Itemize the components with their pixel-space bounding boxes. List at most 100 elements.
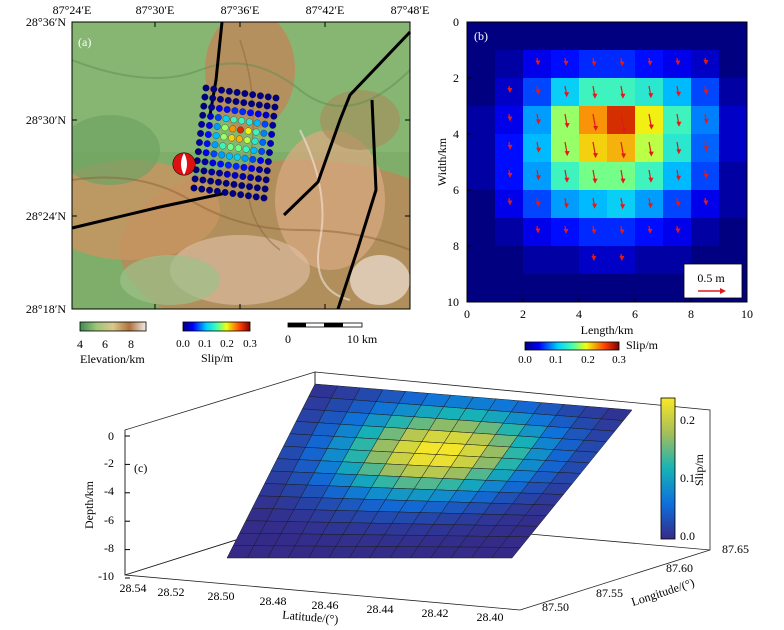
slip-arrow-head — [592, 93, 598, 99]
fault-slip-point — [217, 95, 224, 103]
z-tick: -8 — [104, 541, 114, 555]
terrain-map — [72, 22, 410, 309]
slip-arrow-head — [647, 228, 653, 234]
heatmap-cell — [467, 162, 496, 191]
lat-tick: 28.42 — [422, 606, 449, 620]
fault-slip-point — [203, 140, 211, 148]
fault-slip-point — [271, 103, 279, 111]
fault-slip-point — [233, 153, 241, 161]
heatmap-cell — [579, 274, 608, 303]
map-slip-tick: 0.3 — [243, 338, 257, 350]
slip-arrow-head — [593, 126, 599, 132]
fault-slip-point — [230, 116, 238, 124]
heatmap-cell — [635, 162, 664, 191]
lat-tick: 28.46 — [312, 598, 339, 612]
lon-tick: 87.50 — [542, 600, 569, 614]
surface-colorbar-tick: 0.1 — [680, 471, 695, 485]
fault-slip-point — [238, 117, 246, 125]
fault-slip-point — [219, 142, 227, 150]
heatmap-x-tick: 10 — [741, 307, 753, 321]
fault-slip-point — [196, 139, 203, 146]
fault-slip-point — [237, 126, 244, 134]
fault-slip-point — [234, 144, 242, 152]
heatmap-cell — [579, 162, 608, 191]
fault-slip-point — [232, 98, 240, 105]
fault-slip-point — [257, 157, 265, 164]
fault-slip-point — [256, 92, 264, 100]
fault-slip-point — [217, 160, 225, 168]
slip-arrow-head — [619, 255, 625, 261]
slip-arrow-head — [507, 116, 513, 122]
fault-slip-point — [266, 149, 273, 156]
fault-slip-point — [268, 130, 276, 138]
fault-slip-point — [225, 87, 233, 95]
fault-slip-point — [251, 137, 259, 145]
heatmap-cell — [523, 246, 552, 275]
arrow-scale-legend — [683, 263, 743, 299]
heatmap-cell — [551, 246, 580, 275]
heatmap-ylabel: Width/km — [435, 137, 449, 186]
surface-colorbar-tick: 0.2 — [680, 413, 695, 427]
slip-arrow-head — [676, 149, 682, 155]
heatmap-colorbar-tick: 0.1 — [549, 354, 563, 366]
fault-slip-point — [211, 141, 219, 149]
lon-tick: 87.60 — [666, 561, 693, 575]
panel-a: 87°24′E 87°30′E 87°36′E 87°42′E 87°48′E 28°36… — [26, 3, 429, 366]
slip-arrow-head — [675, 201, 681, 207]
fault-slip-point — [198, 185, 206, 193]
heatmap-cell — [523, 50, 552, 79]
slip-arrow-head — [620, 204, 626, 210]
fault-slip-point — [272, 94, 280, 102]
fault-slip-point — [224, 96, 232, 104]
heatmap-cell — [607, 106, 636, 135]
panel-a-label: (a) — [78, 35, 91, 49]
map-longitude-tick: 87°42′E — [306, 3, 345, 17]
heatmap-cell — [635, 246, 664, 275]
slip-arrow-head — [591, 61, 597, 67]
fault-slip-point — [243, 136, 251, 144]
heatmap-cell — [523, 22, 552, 51]
heatmap-cell — [691, 190, 720, 219]
fault-slip-point — [209, 94, 217, 102]
map-slip-tick: 0.0 — [176, 338, 190, 350]
fault-slip-point — [262, 176, 270, 184]
scale-bar-end: 10 km — [347, 332, 378, 346]
heatmap-x-tick: 6 — [632, 307, 638, 321]
heatmap-cell — [467, 22, 496, 51]
slip-arrow-head — [563, 60, 569, 66]
fault-slip-point — [206, 186, 214, 194]
slip-arrow-head — [647, 60, 653, 66]
fault-slip-point — [223, 170, 231, 178]
heatmap-cell — [607, 134, 636, 163]
fault-slip-point — [231, 107, 239, 115]
fault-slip-point — [213, 123, 221, 131]
heatmap-cell — [635, 274, 664, 303]
z-axis-label: Depth/km — [82, 480, 96, 529]
fault-slip-point — [226, 152, 233, 160]
fault-slip-point — [222, 115, 230, 123]
panel-b-label: (b) — [474, 29, 488, 43]
heatmap-cell — [719, 162, 748, 191]
fault-slip-point — [220, 133, 228, 141]
slip-arrow-head — [591, 229, 597, 235]
fault-slip-point — [204, 131, 212, 139]
heatmap-cell — [523, 218, 552, 247]
fault-slip-point — [207, 112, 214, 120]
slip-arrow-head — [535, 60, 541, 66]
panel-c: (c) 0 -2 -4 -6 -8 -10 Depth/km 28.54 28.… — [82, 371, 749, 626]
fault-slip-point — [221, 124, 229, 132]
fault-slip-point — [262, 111, 270, 119]
slip-arrow-head — [564, 151, 570, 157]
arrow-scale-head — [720, 288, 726, 294]
surface-colorbar-label: Slip/m — [692, 453, 706, 486]
fault-slip-point — [261, 120, 269, 128]
fault-slip-point — [247, 174, 255, 182]
fault-slip-point — [215, 104, 223, 112]
elevation-colorbar — [79, 321, 147, 332]
heatmap-cell — [579, 246, 608, 275]
fault-slip-point — [263, 167, 271, 175]
heatmap-colorbar-label: Slip/m — [626, 338, 659, 352]
heatmap-y-tick: 6 — [453, 183, 459, 197]
slip-arrow-head — [535, 175, 541, 181]
slip-arrow-head — [621, 153, 627, 159]
